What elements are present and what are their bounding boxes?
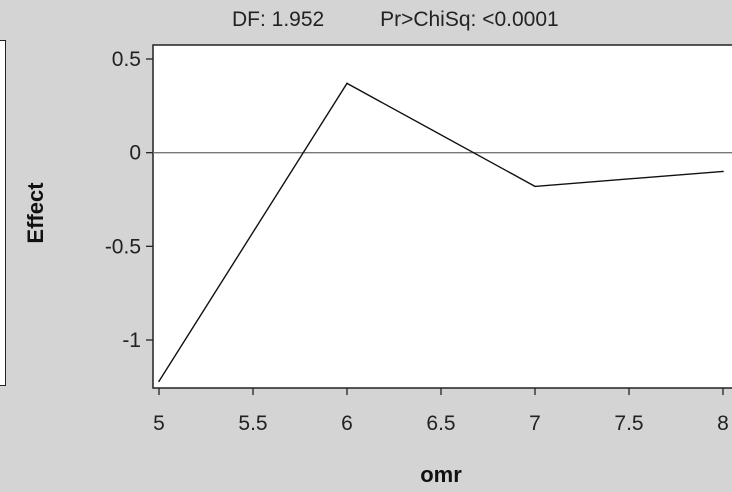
x-tick-label: 6 bbox=[341, 412, 353, 435]
x-tick-label: 5.5 bbox=[238, 412, 267, 435]
data-point bbox=[722, 170, 724, 173]
x-axis-label: omr bbox=[420, 462, 462, 487]
x-tick-label: 7.5 bbox=[614, 412, 643, 435]
data-point bbox=[346, 82, 348, 85]
data-point bbox=[534, 185, 536, 188]
x-tick-label: 6.5 bbox=[426, 412, 455, 435]
x-tick-label: 7 bbox=[529, 412, 541, 435]
effect-series-line bbox=[158, 82, 724, 382]
adjacent-panel-edge bbox=[0, 40, 6, 386]
fit-statistics-header: DF: 1.952 Pr>ChiSq: <0.0001 bbox=[232, 8, 559, 32]
plot-frame bbox=[152, 44, 732, 389]
y-tick-label: -1 bbox=[122, 329, 141, 352]
y-tick-label: -0.5 bbox=[105, 235, 141, 258]
x-tick-label: 8 bbox=[717, 412, 729, 435]
y-tick-label: 0 bbox=[129, 142, 141, 165]
y-tick-label: 0.5 bbox=[112, 48, 141, 71]
data-point bbox=[158, 380, 160, 383]
chisq-probability: Pr>ChiSq: <0.0001 bbox=[380, 8, 559, 31]
df-statistic: DF: 1.952 bbox=[232, 8, 325, 31]
x-tick-label: 5 bbox=[153, 412, 165, 435]
